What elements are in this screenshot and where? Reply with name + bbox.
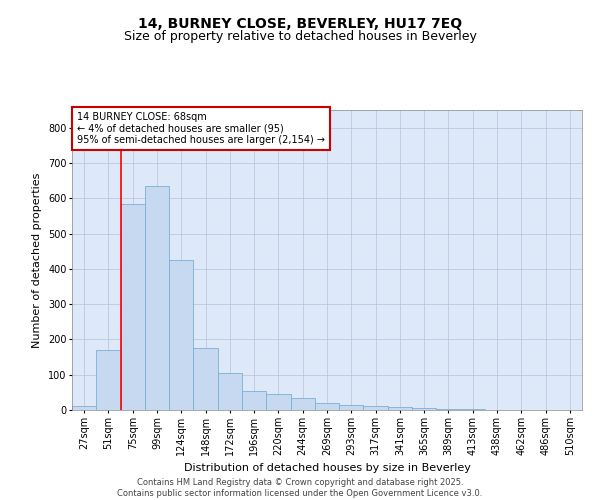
Bar xyxy=(121,204,145,410)
Bar xyxy=(315,403,339,410)
Bar xyxy=(412,408,436,410)
Bar xyxy=(242,390,266,410)
Bar xyxy=(145,186,169,410)
Bar xyxy=(96,350,121,410)
Bar xyxy=(193,348,218,410)
Bar xyxy=(72,406,96,410)
Bar xyxy=(364,406,388,410)
Bar xyxy=(218,373,242,410)
Y-axis label: Number of detached properties: Number of detached properties xyxy=(32,172,43,348)
Bar xyxy=(290,398,315,410)
Bar xyxy=(169,260,193,410)
Bar xyxy=(266,394,290,410)
Text: Contains HM Land Registry data © Crown copyright and database right 2025.
Contai: Contains HM Land Registry data © Crown c… xyxy=(118,478,482,498)
Text: 14 BURNEY CLOSE: 68sqm
← 4% of detached houses are smaller (95)
95% of semi-deta: 14 BURNEY CLOSE: 68sqm ← 4% of detached … xyxy=(77,112,325,144)
Bar xyxy=(436,409,461,410)
Text: 14, BURNEY CLOSE, BEVERLEY, HU17 7EQ: 14, BURNEY CLOSE, BEVERLEY, HU17 7EQ xyxy=(138,18,462,32)
Text: Size of property relative to detached houses in Beverley: Size of property relative to detached ho… xyxy=(124,30,476,43)
Bar xyxy=(388,407,412,410)
X-axis label: Distribution of detached houses by size in Beverley: Distribution of detached houses by size … xyxy=(184,464,470,473)
Bar xyxy=(339,404,364,410)
